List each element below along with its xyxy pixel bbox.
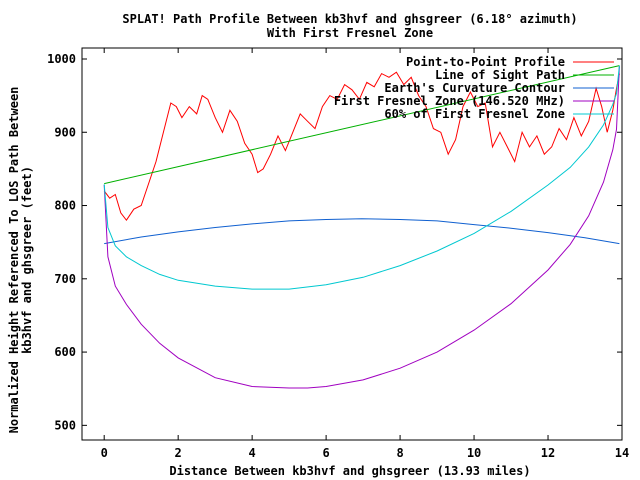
series-line-3 xyxy=(104,218,620,245)
series-line-1 xyxy=(103,71,620,222)
x-tick-label: 4 xyxy=(249,446,256,460)
plot-frame xyxy=(81,47,623,441)
x-tick-label: 8 xyxy=(396,446,403,460)
y-tick-label: 800 xyxy=(54,199,76,213)
x-tick-label: 12 xyxy=(541,446,555,460)
series-line-4 xyxy=(103,66,620,389)
x-axis-label: Distance Between kb3hvf and ghsgreer (13… xyxy=(169,464,530,478)
y-tick-label: 600 xyxy=(54,345,76,359)
x-tick-label: 14 xyxy=(615,446,629,460)
y-tick-label: 1000 xyxy=(47,52,76,66)
x-tick-label: 0 xyxy=(101,446,108,460)
chart-title: SPLAT! Path Profile Between kb3hvf and g… xyxy=(122,12,577,26)
series-layer xyxy=(103,65,620,389)
y-tick-label: 500 xyxy=(54,418,76,432)
chart-subtitle: With First Fresnel Zone xyxy=(267,26,433,40)
legend-label-4: First Fresnel Zone (146.520 MHz) xyxy=(334,94,565,108)
x-axis: 0 2 4 6 8 10 12 14 xyxy=(101,48,629,460)
legend-label-2: Line of Sight Path xyxy=(435,68,565,82)
series-line-2 xyxy=(104,65,620,185)
legend-label-3: Earth's Curvature Contour xyxy=(384,81,565,95)
legend-label-5: 60% of First Fresnel Zone xyxy=(384,107,565,121)
y-axis-label-line-1: Normalized Height Referenced To LOS Path… xyxy=(7,87,21,434)
x-tick-label: 10 xyxy=(467,446,481,460)
legend-label-1: Point-to-Point Profile xyxy=(406,55,565,69)
y-tick-label: 900 xyxy=(54,125,76,139)
x-tick-label: 6 xyxy=(322,446,329,460)
y-axis-label-line-2: kb3hvf and ghsgreer (feet) xyxy=(20,166,34,354)
y-tick-label: 700 xyxy=(54,272,76,286)
y-axis: 500 600 700 800 900 1000 xyxy=(47,52,622,432)
x-tick-label: 2 xyxy=(175,446,182,460)
series-line-5 xyxy=(103,65,620,290)
